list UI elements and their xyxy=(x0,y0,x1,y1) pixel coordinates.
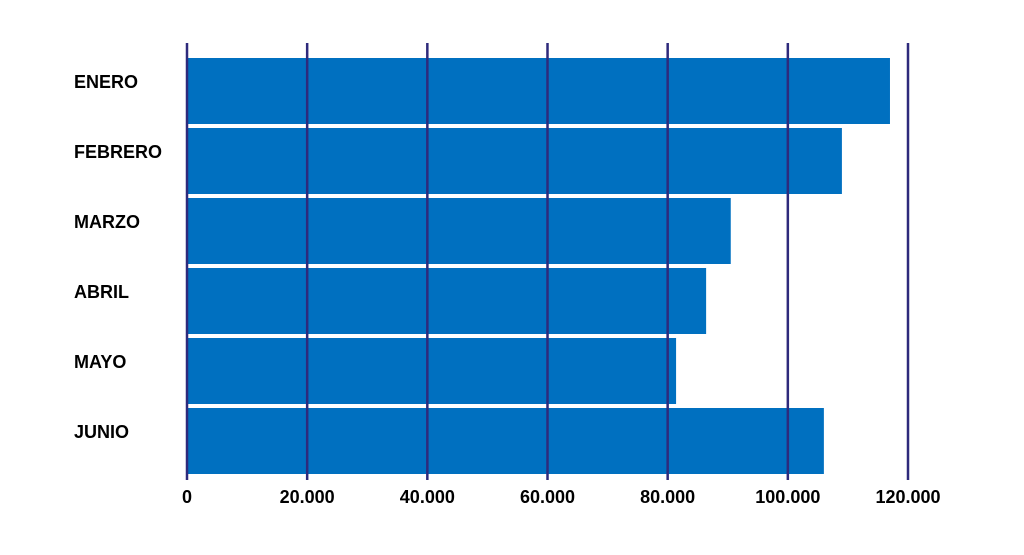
x-tick-label: 0 xyxy=(182,487,192,507)
x-tick-label: 40.000 xyxy=(400,487,455,507)
bar xyxy=(187,408,824,474)
x-tick-label: 60.000 xyxy=(520,487,575,507)
y-tick-label: ABRIL xyxy=(74,282,129,302)
x-tick-label: 100.000 xyxy=(755,487,820,507)
y-tick-label: MARZO xyxy=(74,212,140,232)
bar xyxy=(187,58,890,124)
bar xyxy=(187,198,731,264)
bar xyxy=(187,128,842,194)
bar xyxy=(187,338,677,404)
x-tick-label: 20.000 xyxy=(280,487,335,507)
y-tick-label: ENERO xyxy=(74,72,138,92)
bar xyxy=(187,268,707,334)
y-tick-label: FEBRERO xyxy=(74,142,162,162)
y-tick-label: JUNIO xyxy=(74,422,129,442)
x-tick-label: 120.000 xyxy=(875,487,940,507)
y-tick-label: MAYO xyxy=(74,352,126,372)
x-tick-label: 80.000 xyxy=(640,487,695,507)
